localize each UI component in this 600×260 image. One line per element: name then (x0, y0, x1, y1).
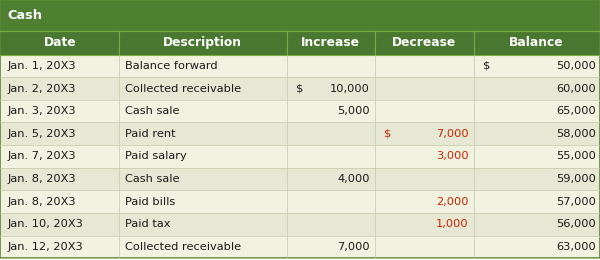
Text: Jan. 8, 20X3: Jan. 8, 20X3 (8, 174, 76, 184)
Text: $: $ (384, 129, 391, 139)
Text: Jan. 3, 20X3: Jan. 3, 20X3 (8, 106, 76, 116)
Text: $: $ (296, 83, 303, 94)
Text: 57,000: 57,000 (556, 197, 596, 207)
Text: Jan. 7, 20X3: Jan. 7, 20X3 (8, 151, 76, 161)
Text: 56,000: 56,000 (556, 219, 596, 229)
Text: Description: Description (163, 36, 242, 49)
Text: Balance: Balance (509, 36, 564, 49)
Text: Jan. 2, 20X3: Jan. 2, 20X3 (8, 83, 76, 94)
Text: Cash: Cash (7, 9, 42, 22)
Text: 59,000: 59,000 (556, 174, 596, 184)
Bar (0, 190, 600, 213)
Text: 60,000: 60,000 (556, 83, 596, 94)
Text: 2,000: 2,000 (436, 197, 469, 207)
Text: 3,000: 3,000 (436, 151, 469, 161)
Text: Cash sale: Cash sale (125, 106, 179, 116)
Text: 50,000: 50,000 (556, 61, 596, 71)
Bar (0, 100, 600, 122)
Text: 7,000: 7,000 (436, 129, 469, 139)
Text: 10,000: 10,000 (330, 83, 370, 94)
Bar (0, 122, 600, 145)
Text: Date: Date (44, 36, 77, 49)
Text: 63,000: 63,000 (556, 242, 596, 252)
Text: Jan. 1, 20X3: Jan. 1, 20X3 (8, 61, 76, 71)
Text: Paid bills: Paid bills (125, 197, 175, 207)
Bar (0, 236, 600, 258)
Text: 5,000: 5,000 (337, 106, 370, 116)
Text: Collected receivable: Collected receivable (125, 242, 241, 252)
Text: Jan. 8, 20X3: Jan. 8, 20X3 (8, 197, 76, 207)
Text: Balance forward: Balance forward (125, 61, 217, 71)
Text: Increase: Increase (301, 36, 360, 49)
Bar (0, 55, 600, 77)
Text: Paid tax: Paid tax (125, 219, 170, 229)
Text: 4,000: 4,000 (337, 174, 370, 184)
Bar (0, 213, 600, 236)
Bar (0, 77, 600, 100)
Text: Jan. 10, 20X3: Jan. 10, 20X3 (8, 219, 83, 229)
Bar (0, 168, 600, 190)
Text: 7,000: 7,000 (337, 242, 370, 252)
Text: Decrease: Decrease (392, 36, 457, 49)
Text: Collected receivable: Collected receivable (125, 83, 241, 94)
Text: Jan. 12, 20X3: Jan. 12, 20X3 (8, 242, 83, 252)
Text: Paid rent: Paid rent (125, 129, 175, 139)
Bar (0, 0, 600, 31)
Text: $: $ (483, 61, 490, 71)
Text: 55,000: 55,000 (556, 151, 596, 161)
Text: Cash sale: Cash sale (125, 174, 179, 184)
Text: 58,000: 58,000 (556, 129, 596, 139)
Text: 65,000: 65,000 (556, 106, 596, 116)
Text: Paid salary: Paid salary (125, 151, 187, 161)
Bar (0, 31, 600, 55)
Text: Jan. 5, 20X3: Jan. 5, 20X3 (8, 129, 76, 139)
Text: 1,000: 1,000 (436, 219, 469, 229)
Bar (0, 145, 600, 168)
